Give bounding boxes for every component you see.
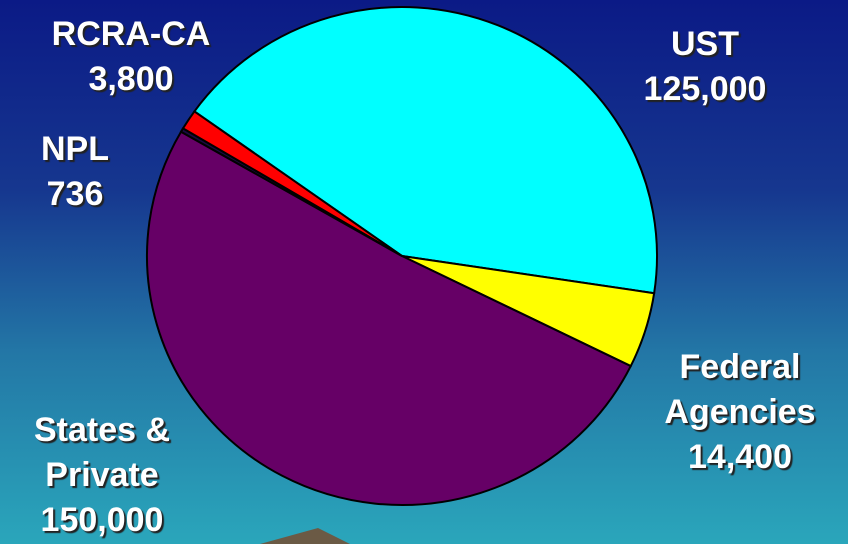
label-value: 736: [15, 172, 135, 217]
chart: UST125,000 Federal Agencies14,400 States &…: [0, 0, 848, 544]
label-name: Federal Agencies: [640, 345, 840, 435]
label-name: RCRA-CA: [21, 12, 241, 57]
label-name: UST: [595, 22, 815, 67]
label-name: States & Private: [7, 408, 197, 498]
label-value: 14,400: [640, 435, 840, 480]
label-value: 150,000: [7, 498, 197, 543]
decoration: [260, 528, 350, 544]
label-value: 125,000: [595, 67, 815, 112]
label-name: NPL: [15, 127, 135, 172]
label-value: 3,800: [21, 57, 241, 102]
